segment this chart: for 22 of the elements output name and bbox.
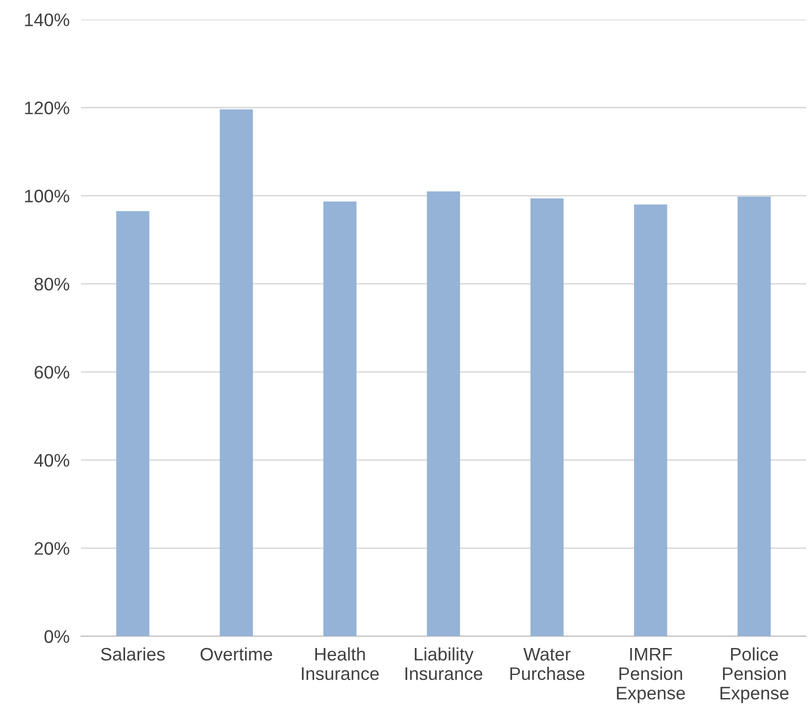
x-tick-label: Health Insurance (302, 647, 379, 680)
bar (738, 196, 771, 636)
y-tick-label: 60% (34, 366, 70, 379)
bar (530, 198, 564, 636)
x-tick-label: Salaries (100, 647, 165, 661)
y-tick-label: 120% (25, 102, 70, 114)
bar (116, 211, 150, 636)
y-tick-label: 100% (25, 190, 70, 202)
y-tick-label: 0% (44, 630, 70, 643)
bar (426, 191, 460, 636)
x-tick-label: Liability Insurance (406, 647, 482, 680)
x-tick-label: Water Purchase (510, 648, 584, 680)
x-tick-label: IMRF Pension Expense (616, 648, 685, 704)
x-tick-label: Police Pension Expense (720, 647, 788, 704)
bar (323, 201, 356, 636)
y-tick-label: 20% (34, 542, 70, 555)
bar (220, 109, 253, 636)
bar (634, 204, 668, 636)
x-tick-label: Overtime (200, 647, 272, 661)
y-tick-label: 140% (25, 13, 70, 26)
y-tick-label: 80% (34, 278, 70, 291)
y-tick-label: 40% (34, 454, 70, 467)
